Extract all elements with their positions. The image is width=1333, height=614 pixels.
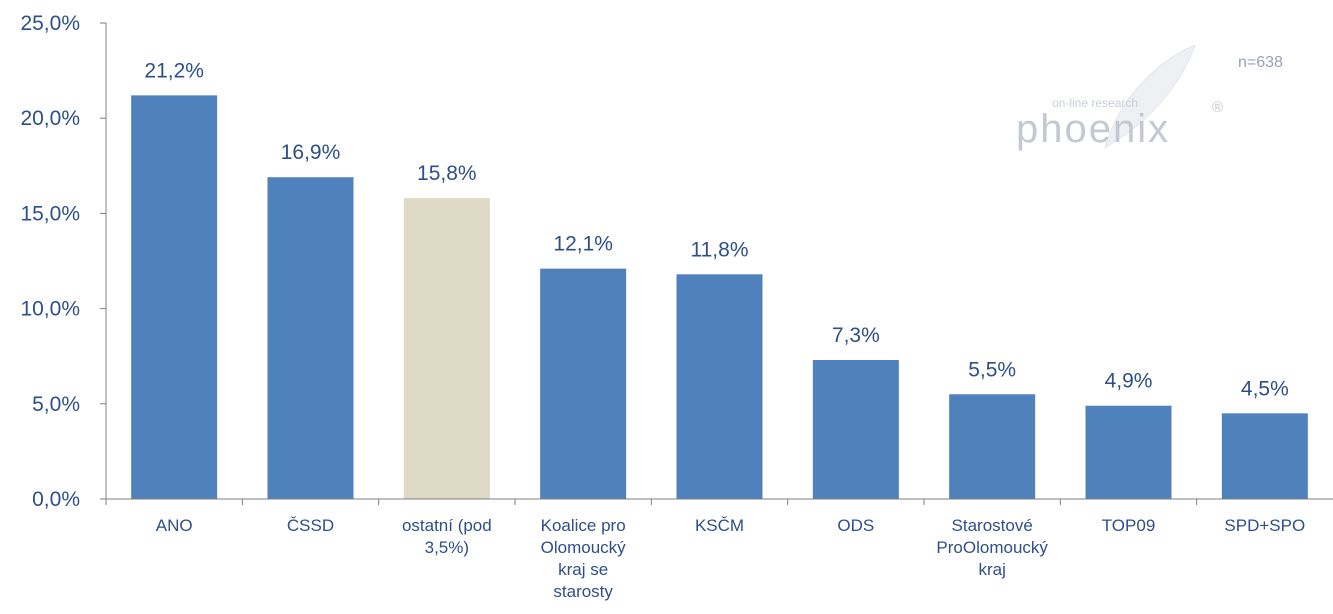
bar	[812, 360, 899, 499]
data-label: 5,5%	[968, 358, 1016, 381]
bar	[676, 274, 763, 499]
bar	[267, 177, 354, 499]
category-label: Koalice pro Olomoucký kraj se starosty	[541, 516, 627, 601]
feather-icon	[1104, 44, 1196, 150]
data-label: 15,8%	[417, 162, 477, 185]
bar	[403, 198, 490, 499]
category-label: Starostové ProOlomoucký kraj	[936, 516, 1048, 579]
bar	[1221, 413, 1308, 499]
sample-size-label: n=638	[1238, 54, 1283, 71]
category-label: KSČM	[695, 516, 744, 535]
bar	[540, 268, 627, 499]
y-tick-label: 25,0%	[20, 12, 80, 35]
data-label: 21,2%	[144, 59, 204, 82]
category-label: ostatní (pod 3,5%)	[402, 516, 492, 557]
data-label: 4,5%	[1241, 377, 1289, 400]
bar	[949, 394, 1036, 499]
data-label: 11,8%	[691, 238, 749, 261]
data-label: 7,3%	[832, 324, 880, 347]
bars: 21,2% 16,9% 15,8% 12,1% 11,8% 7,3% 5,5% 4,9% 4,5…	[131, 59, 1308, 500]
bar	[131, 95, 218, 500]
category-label: TOP09	[1102, 516, 1156, 535]
watermark-registered: ®	[1212, 99, 1223, 116]
watermark-logo: on-line research phoenix ®	[1016, 44, 1223, 151]
watermark-brand: phoenix	[1016, 107, 1170, 151]
x-axis: ANO ČSSD ostatní (pod 3,5%) Koalice pro Olomo…	[105, 498, 1333, 601]
y-tick-label: 10,0%	[20, 298, 80, 321]
category-label: SPD+SPO	[1224, 516, 1305, 535]
watermark-tagline: on-line research	[1052, 96, 1138, 110]
category-label: ODS	[837, 516, 874, 535]
y-tick-label: 0,0%	[32, 488, 80, 511]
y-tick-label: 20,0%	[20, 107, 80, 130]
data-label: 16,9%	[281, 141, 341, 164]
y-axis: 0,0% 5,0% 10,0% 15,0% 20,0% 25,0%	[20, 12, 107, 511]
category-label: ANO	[156, 516, 193, 535]
y-tick-label: 15,0%	[20, 202, 80, 225]
category-label: ČSSD	[287, 516, 334, 535]
data-label: 12,1%	[553, 233, 613, 256]
y-tick-label: 5,0%	[32, 393, 80, 416]
bar	[1085, 405, 1172, 499]
data-label: 4,9%	[1105, 370, 1153, 393]
